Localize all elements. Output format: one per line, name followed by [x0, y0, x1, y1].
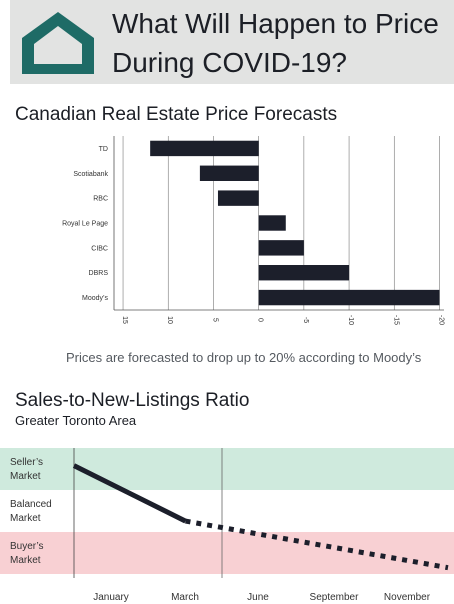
category-label: Moody’s: [82, 295, 108, 302]
bar: [217, 190, 259, 206]
forecast-line-dotted: [185, 518, 449, 571]
x-month-label: January: [93, 592, 129, 603]
zone-label-line: Seller’s: [10, 457, 43, 468]
zone-label-line: Balanced: [10, 499, 52, 510]
page-title: What Will Happen to Price During COVID-1…: [112, 4, 454, 82]
x-tick-label: 5: [211, 318, 218, 322]
market-zone-band: [0, 490, 454, 532]
x-tick-label: 15: [121, 316, 128, 324]
bar: [150, 140, 259, 157]
x-tick-label: 10: [166, 316, 173, 324]
x-tick-label: -5: [302, 317, 309, 323]
page-title-line-1: What Will Happen to Price: [112, 8, 439, 39]
x-month-label: March: [171, 592, 199, 603]
ratio-chart-title: Sales-to-New-Listings Ratio: [15, 390, 250, 411]
category-label: RBC: [93, 196, 108, 203]
market-zone-band: [0, 448, 454, 490]
bar: [258, 265, 350, 281]
forecast-chart-title: Canadian Real Estate Price Forecasts: [15, 104, 338, 125]
actual-line-solid: [72, 463, 187, 524]
category-label: TD: [99, 146, 108, 153]
market-zone-band: [0, 532, 454, 574]
ratio-chart-subtitle: Greater Toronto Area: [15, 413, 137, 428]
x-tick-label: 0: [257, 318, 264, 322]
zone-label-line: Market: [10, 555, 41, 566]
x-tick-label: -20: [437, 315, 444, 325]
ratio-line-chart: Seller’s Market Balanced Market Buyer’s Marke…: [0, 448, 454, 603]
x-tick-label: -15: [392, 315, 399, 325]
bar: [258, 215, 286, 231]
x-month-label: June: [247, 592, 269, 603]
category-label: CIBC: [91, 245, 108, 252]
category-label: DBRS: [89, 270, 109, 277]
forecast-note: Prices are forecasted to drop up to 20% …: [66, 350, 422, 365]
forecast-bar-chart: 15 10 5 0 -5 -10 -15 -20 TD Scotiabank RBC Royal Le…: [62, 136, 444, 325]
header-band: What Will Happen to Price During COVID-1…: [10, 0, 454, 84]
zone-label-line: Market: [10, 471, 41, 482]
x-month-label: September: [310, 592, 360, 603]
zone-label-line: Market: [10, 513, 41, 524]
page-title-line-2: During COVID-19?: [112, 47, 347, 78]
category-label: Scotiabank: [73, 171, 108, 178]
zone-label-line: Buyer’s: [10, 541, 44, 552]
bar: [199, 165, 259, 181]
house-logo-icon: [22, 12, 94, 74]
x-tick-label: -10: [347, 315, 354, 325]
bar: [258, 240, 304, 256]
bar: [258, 289, 440, 306]
x-month-label: November: [384, 592, 431, 603]
category-label: Royal Le Page: [62, 221, 108, 228]
